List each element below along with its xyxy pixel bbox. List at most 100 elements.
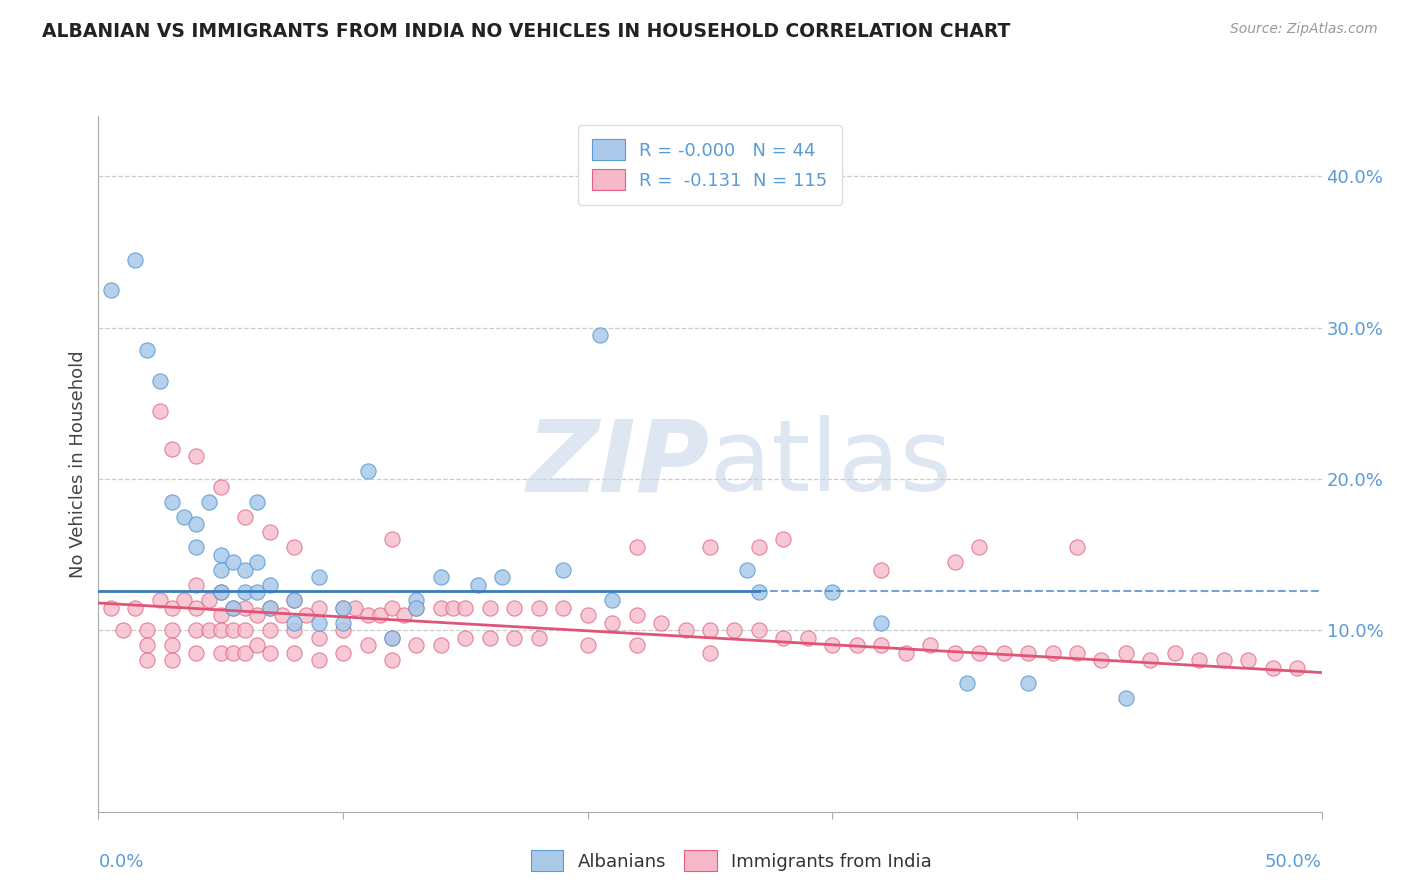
Point [111, 624, 134, 638]
Point [136, 653, 159, 667]
Point [136, 343, 159, 358]
Point [233, 600, 256, 615]
Point [308, 653, 330, 667]
Point [356, 608, 378, 623]
Point [821, 585, 844, 599]
Point [186, 646, 208, 660]
Point [259, 600, 281, 615]
Point [405, 593, 427, 607]
Point [870, 563, 893, 577]
Point [553, 600, 575, 615]
Point [209, 585, 232, 599]
Point [332, 624, 354, 638]
Point [870, 615, 893, 630]
Point [748, 540, 770, 554]
Text: atlas: atlas [710, 416, 952, 512]
Point [467, 578, 489, 592]
Point [283, 593, 305, 607]
Point [209, 646, 232, 660]
Point [246, 608, 269, 623]
Point [160, 653, 183, 667]
Point [283, 646, 305, 660]
Point [246, 585, 269, 599]
Point [246, 494, 269, 508]
Point [626, 540, 648, 554]
Legend: R = -0.000   N = 44, R =  -0.131  N = 115: R = -0.000 N = 44, R = -0.131 N = 115 [578, 125, 842, 204]
Point [246, 638, 269, 652]
Point [186, 624, 208, 638]
Point [1261, 661, 1284, 675]
Point [956, 676, 979, 690]
Point [527, 600, 550, 615]
Point [259, 578, 281, 592]
Point [222, 600, 245, 615]
Point [748, 585, 770, 599]
Point [589, 328, 612, 343]
Point [405, 638, 427, 652]
Point [233, 624, 256, 638]
Point [136, 624, 159, 638]
Point [1066, 646, 1088, 660]
Point [259, 600, 281, 615]
Point [332, 646, 354, 660]
Text: ALBANIAN VS IMMIGRANTS FROM INDIA NO VEHICLES IN HOUSEHOLD CORRELATION CHART: ALBANIAN VS IMMIGRANTS FROM INDIA NO VEH… [42, 22, 1011, 41]
Point [870, 638, 893, 652]
Point [381, 631, 404, 645]
Point [699, 646, 721, 660]
Point [332, 600, 354, 615]
Point [821, 638, 844, 652]
Point [993, 646, 1015, 660]
Point [308, 570, 330, 584]
Point [405, 600, 427, 615]
Point [197, 494, 219, 508]
Point [600, 615, 623, 630]
Point [478, 631, 501, 645]
Point [197, 593, 219, 607]
Point [100, 600, 122, 615]
Point [160, 494, 183, 508]
Text: 50.0%: 50.0% [1265, 854, 1322, 871]
Point [894, 646, 917, 660]
Point [259, 646, 281, 660]
Point [381, 600, 404, 615]
Point [209, 624, 232, 638]
Point [576, 638, 599, 652]
Point [283, 540, 305, 554]
Point [430, 638, 453, 652]
Point [160, 442, 183, 456]
Point [160, 624, 183, 638]
Point [222, 555, 245, 569]
Point [626, 608, 648, 623]
Point [308, 600, 330, 615]
Point [1237, 653, 1260, 667]
Point [332, 615, 354, 630]
Text: ZIP: ZIP [527, 416, 710, 512]
Point [967, 540, 990, 554]
Point [675, 624, 697, 638]
Point [748, 624, 770, 638]
Point [222, 646, 245, 660]
Point [381, 631, 404, 645]
Legend: Albanians, Immigrants from India: Albanians, Immigrants from India [523, 843, 939, 879]
Point [699, 624, 721, 638]
Point [943, 646, 966, 660]
Point [186, 578, 208, 592]
Point [441, 600, 464, 615]
Point [797, 631, 820, 645]
Point [381, 653, 404, 667]
Point [233, 585, 256, 599]
Point [308, 631, 330, 645]
Point [270, 608, 294, 623]
Point [454, 600, 477, 615]
Point [1090, 653, 1112, 667]
Point [283, 593, 305, 607]
Point [368, 608, 391, 623]
Point [920, 638, 942, 652]
Point [222, 624, 245, 638]
Point [259, 624, 281, 638]
Point [136, 638, 159, 652]
Point [478, 600, 501, 615]
Point [173, 593, 195, 607]
Text: 0.0%: 0.0% [98, 854, 143, 871]
Point [392, 608, 416, 623]
